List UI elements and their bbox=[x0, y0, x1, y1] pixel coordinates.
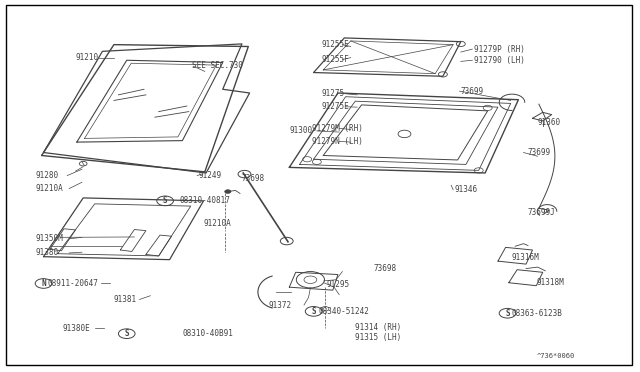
Text: 91210A: 91210A bbox=[204, 219, 231, 228]
Text: 91249: 91249 bbox=[198, 171, 221, 180]
Text: 08310-40B91: 08310-40B91 bbox=[182, 329, 233, 338]
Text: S: S bbox=[311, 307, 316, 316]
Text: 91210: 91210 bbox=[76, 53, 99, 62]
Text: 91372: 91372 bbox=[269, 301, 292, 310]
Text: 91279M (RH): 91279M (RH) bbox=[312, 124, 363, 133]
Text: 91316M: 91316M bbox=[512, 253, 540, 262]
Text: 08340-51242: 08340-51242 bbox=[319, 307, 369, 316]
Text: S: S bbox=[505, 309, 510, 318]
Text: 912790 (LH): 912790 (LH) bbox=[474, 56, 524, 65]
Text: SEE SEC.730: SEE SEC.730 bbox=[192, 61, 243, 70]
Text: 91255E: 91255E bbox=[322, 40, 349, 49]
Text: 91360: 91360 bbox=[538, 118, 561, 126]
Text: 91280: 91280 bbox=[35, 171, 58, 180]
Text: 91315 (LH): 91315 (LH) bbox=[355, 333, 401, 342]
Text: 08310-40817: 08310-40817 bbox=[179, 196, 230, 205]
Text: 91380E: 91380E bbox=[62, 324, 90, 333]
Text: 73698: 73698 bbox=[242, 174, 265, 183]
Text: 91255F: 91255F bbox=[322, 55, 349, 64]
Text: 91346: 91346 bbox=[454, 185, 477, 194]
Text: 73699: 73699 bbox=[528, 148, 551, 157]
Text: S: S bbox=[124, 329, 129, 338]
Text: 91318M: 91318M bbox=[536, 278, 564, 287]
Text: S: S bbox=[163, 196, 168, 205]
Text: N: N bbox=[41, 279, 46, 288]
Text: 91381: 91381 bbox=[114, 295, 137, 304]
Text: 91279N (LH): 91279N (LH) bbox=[312, 137, 363, 146]
Text: 91300: 91300 bbox=[289, 126, 312, 135]
Text: 08911-20647: 08911-20647 bbox=[48, 279, 99, 288]
Text: 73698: 73698 bbox=[374, 264, 397, 273]
Text: 08363-6123B: 08363-6123B bbox=[512, 309, 563, 318]
Text: 91279P (RH): 91279P (RH) bbox=[474, 45, 524, 54]
Text: 73699J: 73699J bbox=[528, 208, 556, 217]
Text: 91275: 91275 bbox=[322, 89, 345, 98]
Text: 91350M: 91350M bbox=[35, 234, 63, 243]
Text: 91275E: 91275E bbox=[322, 102, 349, 111]
Text: 91314 (RH): 91314 (RH) bbox=[355, 323, 401, 332]
Text: 91295: 91295 bbox=[326, 280, 349, 289]
Text: 91380: 91380 bbox=[35, 248, 58, 257]
Circle shape bbox=[225, 190, 231, 193]
Text: 91210A: 91210A bbox=[35, 184, 63, 193]
Text: ^736*0060: ^736*0060 bbox=[536, 353, 575, 359]
Text: 73699: 73699 bbox=[461, 87, 484, 96]
